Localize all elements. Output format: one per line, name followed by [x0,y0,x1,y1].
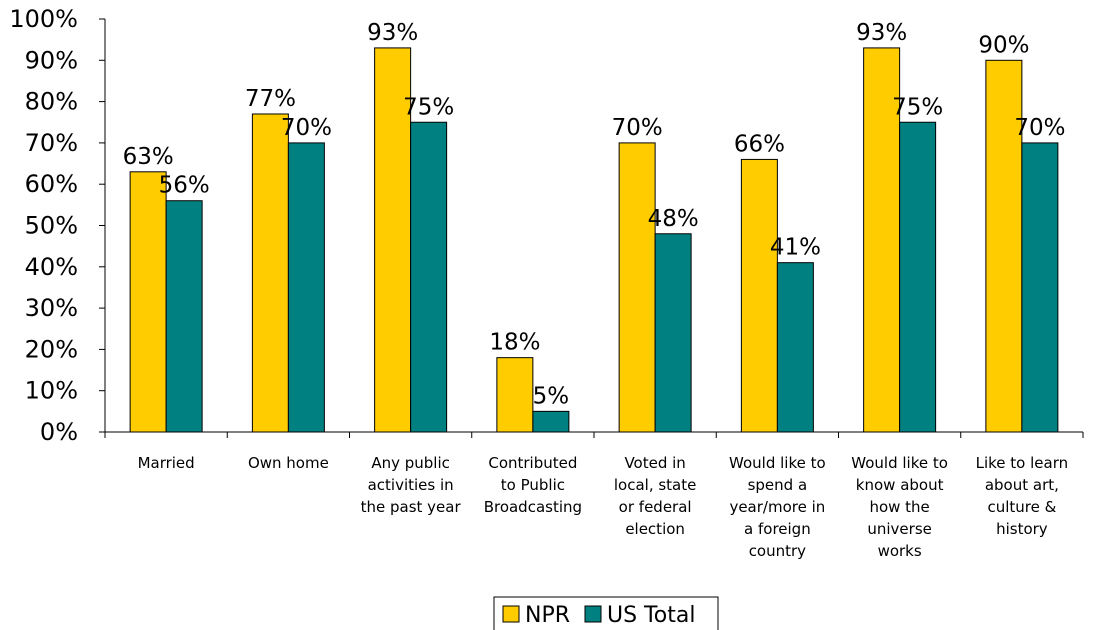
legend-label-npr: NPR [525,603,570,628]
bar-npr [740,158,778,433]
x-category-label-line: activities in [368,476,454,494]
bar-us-total [410,121,448,433]
x-category-label-line: Voted in [624,454,685,472]
x-category-label-line: or federal [619,498,692,516]
x-category-label-line: local, state [614,476,697,494]
bar-npr [863,47,901,433]
x-category-label-line: Own home [248,454,329,472]
data-label-us-total: 56% [159,173,210,199]
data-label-us-total: 48% [648,206,699,232]
x-category-label: Like to learn about art, culture & history [976,454,1069,538]
data-label-us-total: 5% [533,383,570,409]
data-label-npr: 66% [734,131,785,157]
data-label-us-total: 70% [1014,115,1065,141]
legend-label-us-total: US Total [607,603,695,628]
x-category-label-line: know about [856,476,944,494]
y-tick-label: 30% [25,294,78,322]
bar-us-total [165,200,203,433]
bar-us-total [654,233,692,433]
x-category-label: Married [138,454,195,472]
x-category-label-line: year/more in [729,498,825,516]
x-category-label-line: Contributed [488,454,577,472]
x-category-label-line: Married [138,454,195,472]
x-category-label-line: country [749,542,806,560]
x-category-label-line: Would like to [851,454,948,472]
y-tick-label: 0% [40,418,78,446]
x-category-label-line: culture & [987,498,1056,516]
x-category-label-line: election [625,520,685,538]
y-tick-label: 100% [9,5,78,33]
x-category-label-line: about art, [985,476,1059,494]
legend-swatch-us-total [584,605,602,623]
x-category-label: Any public activities in the past year [361,454,462,516]
x-category-label-line: Any public [371,454,450,472]
y-tick-label: 50% [25,212,78,240]
data-label-us-total: 41% [770,235,821,261]
x-category-label-line: universe [867,520,932,538]
bar-npr [129,171,167,433]
data-label-npr: 18% [489,330,540,356]
bar-us-total [1021,142,1059,433]
x-category-label: Contributed to Public Broadcasting [484,454,582,516]
x-category-label-line: Broadcasting [484,498,582,516]
x-category-label-line: history [996,520,1048,538]
bar-us-total [776,262,814,433]
data-label-npr: 63% [123,144,174,170]
bar-us-total [287,142,325,433]
bar-us-total [899,121,937,433]
data-label-us-total: 75% [892,94,943,120]
data-label-npr: 77% [245,86,296,112]
y-tick-label: 40% [25,253,78,281]
y-tick-label: 60% [25,170,78,198]
data-label-us-total: 75% [403,94,454,120]
x-category-label: Own home [248,454,329,472]
data-label-npr: 93% [856,20,907,46]
bar-npr [374,47,412,433]
bar-npr [251,113,289,433]
x-category-label-line: a foreign [744,520,811,538]
x-category-label: Voted in local, state or federal election [614,454,697,538]
data-label-npr: 90% [978,32,1029,58]
data-label-npr: 93% [367,20,418,46]
legend-box [493,596,719,630]
legend-swatch-npr [502,605,520,623]
x-category-label-line: Like to learn [976,454,1069,472]
bar-us-total [532,410,570,433]
y-tick-label: 90% [25,46,78,74]
y-tick-label: 10% [25,377,78,405]
y-tick-label: 70% [25,129,78,157]
bar-npr [496,357,534,433]
x-category-label: Would like to spend a year/more in a foreig… [729,454,826,560]
bar-npr [618,142,656,433]
y-tick-label: 20% [25,335,78,363]
bar-npr [985,59,1023,433]
x-category-label-line: the past year [361,498,462,516]
x-category-label-line: how the [869,498,929,516]
x-category-label: Would like to know about how the universe wo… [851,454,948,560]
y-tick-label: 80% [25,88,78,116]
data-label-npr: 70% [612,115,663,141]
x-category-label-line: to Public [501,476,565,494]
x-category-label-line: Would like to [729,454,826,472]
data-label-us-total: 70% [281,115,332,141]
x-category-label-line: spend a [748,476,808,494]
x-category-label-line: works [878,542,922,560]
